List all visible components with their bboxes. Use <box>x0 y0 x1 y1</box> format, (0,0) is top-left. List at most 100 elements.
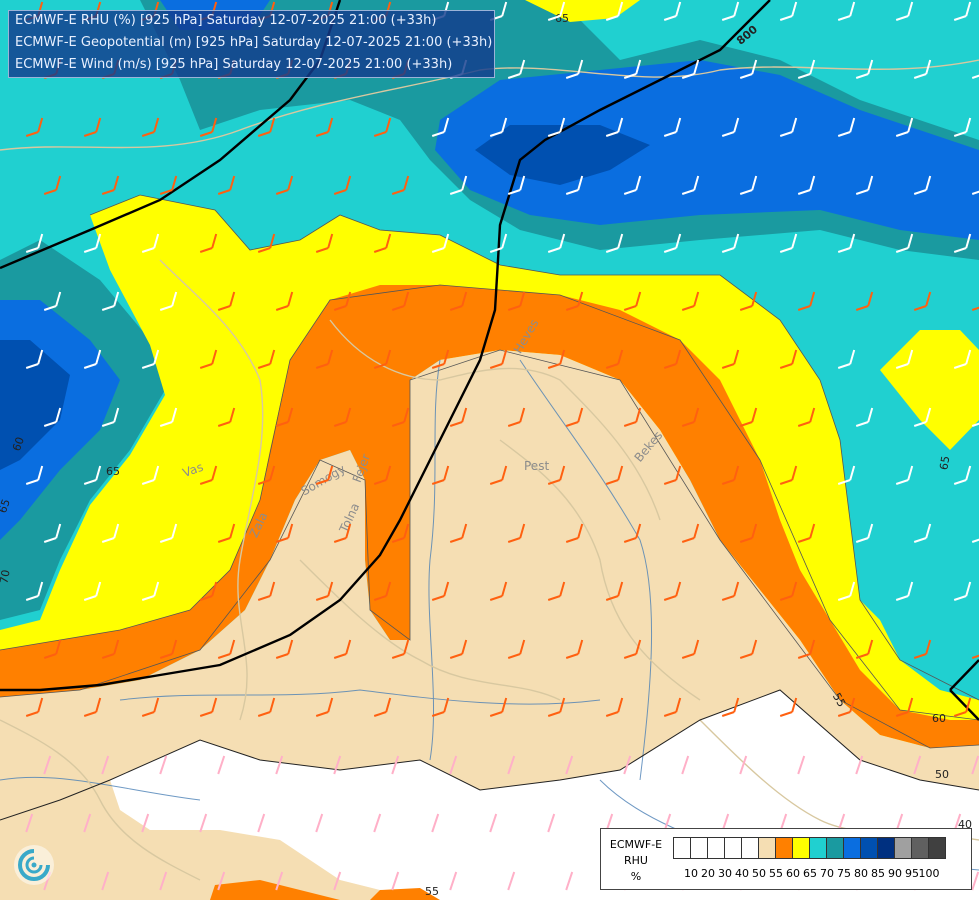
wind-barb <box>489 349 508 369</box>
wind-barb <box>837 697 856 717</box>
wind-barb <box>431 465 450 485</box>
legend-tick: 75 <box>837 867 851 880</box>
wind-barb <box>565 871 574 891</box>
rhu-60-south-patch <box>210 880 340 900</box>
wind-barb <box>25 813 34 833</box>
wind-barb <box>623 523 642 543</box>
wind-barb <box>837 349 856 369</box>
wind-barb <box>489 117 508 137</box>
wind-barb <box>257 697 276 717</box>
legend-tick: 20 <box>701 867 715 880</box>
wind-barb <box>547 697 566 717</box>
wind-barb <box>275 871 284 891</box>
wind-barb <box>373 465 392 485</box>
wind-barb <box>431 697 450 717</box>
wind-barb <box>855 407 874 427</box>
wind-barb <box>217 175 236 195</box>
wind-barb <box>565 639 584 659</box>
wind-barb <box>83 117 102 137</box>
wind-barb <box>855 523 874 543</box>
place-label-vas: Vas <box>181 460 205 480</box>
legend-swatch <box>928 837 946 859</box>
wind-barb <box>391 175 410 195</box>
wind-barb <box>141 697 160 717</box>
wind-barb <box>199 465 218 485</box>
wind-barb <box>391 871 400 891</box>
wind-barb <box>721 581 740 601</box>
wind-barb <box>275 755 284 775</box>
wind-barb <box>449 523 468 543</box>
legend-swatch <box>911 837 929 859</box>
legend-tick: 65 <box>803 867 817 880</box>
wind-barb <box>449 407 468 427</box>
wind-barb <box>739 523 758 543</box>
rhu-60-ring <box>0 285 979 748</box>
wind-barb <box>101 523 120 543</box>
wind-barb <box>565 523 584 543</box>
wind-barb <box>25 465 44 485</box>
legend-label-model: ECMWF-E <box>609 838 663 851</box>
wind-barb <box>489 581 508 601</box>
wind-barb <box>721 349 740 369</box>
wind-barb <box>797 175 816 195</box>
wind-barb <box>971 190 979 195</box>
wind-barb <box>547 1 566 21</box>
wind-barb <box>507 871 516 891</box>
wind-barb <box>217 291 236 311</box>
wind-barb <box>489 813 498 833</box>
wind-barb <box>797 59 816 79</box>
wind-barb <box>913 523 932 543</box>
legend-swatch <box>809 837 827 859</box>
wind-barb <box>43 755 52 775</box>
legend-tick: 95 <box>905 867 919 880</box>
wind-barb <box>217 639 236 659</box>
wind-barb <box>449 175 468 195</box>
wind-barb <box>431 233 450 253</box>
wind-barb <box>739 175 758 195</box>
wind-barb <box>141 349 160 369</box>
wind-barb <box>721 465 740 485</box>
wind-barb <box>565 755 574 775</box>
wind-barb <box>199 813 208 833</box>
wind-barb <box>895 465 914 485</box>
legend-tick: 10 <box>684 867 698 880</box>
wind-barb <box>895 581 914 601</box>
wind-barb <box>507 755 516 775</box>
wind-barb <box>953 349 972 369</box>
wind-barb <box>333 639 352 659</box>
wind-barb <box>101 291 120 311</box>
rhu-65-ring <box>0 195 979 760</box>
wind-barb <box>565 175 584 195</box>
wind-barb <box>971 871 979 891</box>
title-wind: ECMWF-E Wind (m/s) [925 hPa] Saturday 12… <box>15 57 453 72</box>
wind-barb <box>141 465 160 485</box>
wind-barb <box>25 233 44 253</box>
wind-barb <box>797 755 806 775</box>
wind-barb <box>275 407 294 427</box>
wind-barb <box>855 291 874 311</box>
wind-barb <box>623 639 642 659</box>
wind-barb <box>257 233 276 253</box>
wind-barb <box>141 233 160 253</box>
wind-barb <box>895 233 914 253</box>
wind-barb <box>431 813 440 833</box>
wind-barb <box>315 697 334 717</box>
wind-barb <box>971 422 979 427</box>
wind-barb <box>507 639 526 659</box>
wind-barb <box>605 1 624 21</box>
legend-tick: 40 <box>735 867 749 880</box>
rhu-label-55-east: 55 <box>830 691 848 710</box>
wind-barb <box>779 465 798 485</box>
wind-barb <box>547 233 566 253</box>
wind-barb <box>141 581 160 601</box>
rhu-80-north <box>435 60 979 240</box>
wind-barb <box>275 639 294 659</box>
wind-barb <box>855 175 874 195</box>
legend-label-variable: RHU <box>624 854 648 867</box>
wind-barb <box>721 117 740 137</box>
title-rhu: ECMWF-E RHU (%) [925 hPa] Saturday 12-07… <box>15 13 437 28</box>
legend-swatch <box>826 837 844 859</box>
wind-barb <box>507 523 526 543</box>
wind-barb <box>43 639 62 659</box>
wind-barb <box>547 813 556 833</box>
